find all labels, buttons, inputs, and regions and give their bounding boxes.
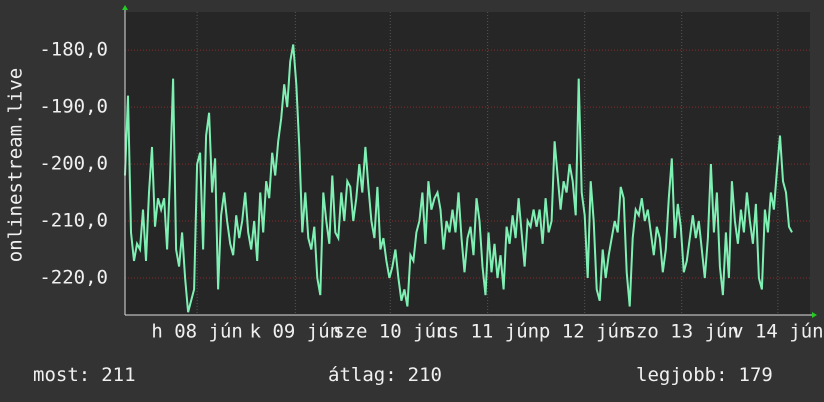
x-tick-label: szo 13 jún: [625, 321, 739, 343]
stat-value: 210: [408, 364, 442, 386]
stat: átlag: 210: [328, 364, 442, 386]
x-tick-label: k 09 jún: [250, 321, 342, 343]
line: [124, 44, 793, 313]
x-tick-label: sze 10 jún: [333, 321, 447, 343]
stat-value: 211: [101, 364, 135, 386]
stat: legjobb: 179: [636, 364, 773, 386]
x-tick-label: h 08 jún: [151, 321, 243, 343]
stat-label: legjobb:: [636, 364, 728, 386]
stat-value: 179: [739, 364, 773, 386]
x-tick-label: p 12 jún: [539, 321, 631, 343]
axis-arrow: [122, 5, 128, 10]
y-tick-label: -200,0: [39, 153, 108, 175]
x-tick-label: cs 11 jún: [436, 321, 539, 343]
stat-label: most:: [33, 364, 90, 386]
stat: most: 211: [33, 364, 136, 386]
plot-area: [125, 12, 810, 315]
y-tick-label: -190,0: [39, 96, 108, 118]
stat-label: átlag:: [328, 364, 397, 386]
y-tick-label: -220,0: [39, 266, 108, 288]
y-axis-label: onlinestream.live: [5, 68, 27, 262]
axis-arrow: [812, 312, 817, 318]
y-tick-label: -180,0: [39, 39, 108, 61]
x-tick-label: v 14 jún: [732, 321, 824, 343]
y-tick-label: -210,0: [39, 210, 108, 232]
